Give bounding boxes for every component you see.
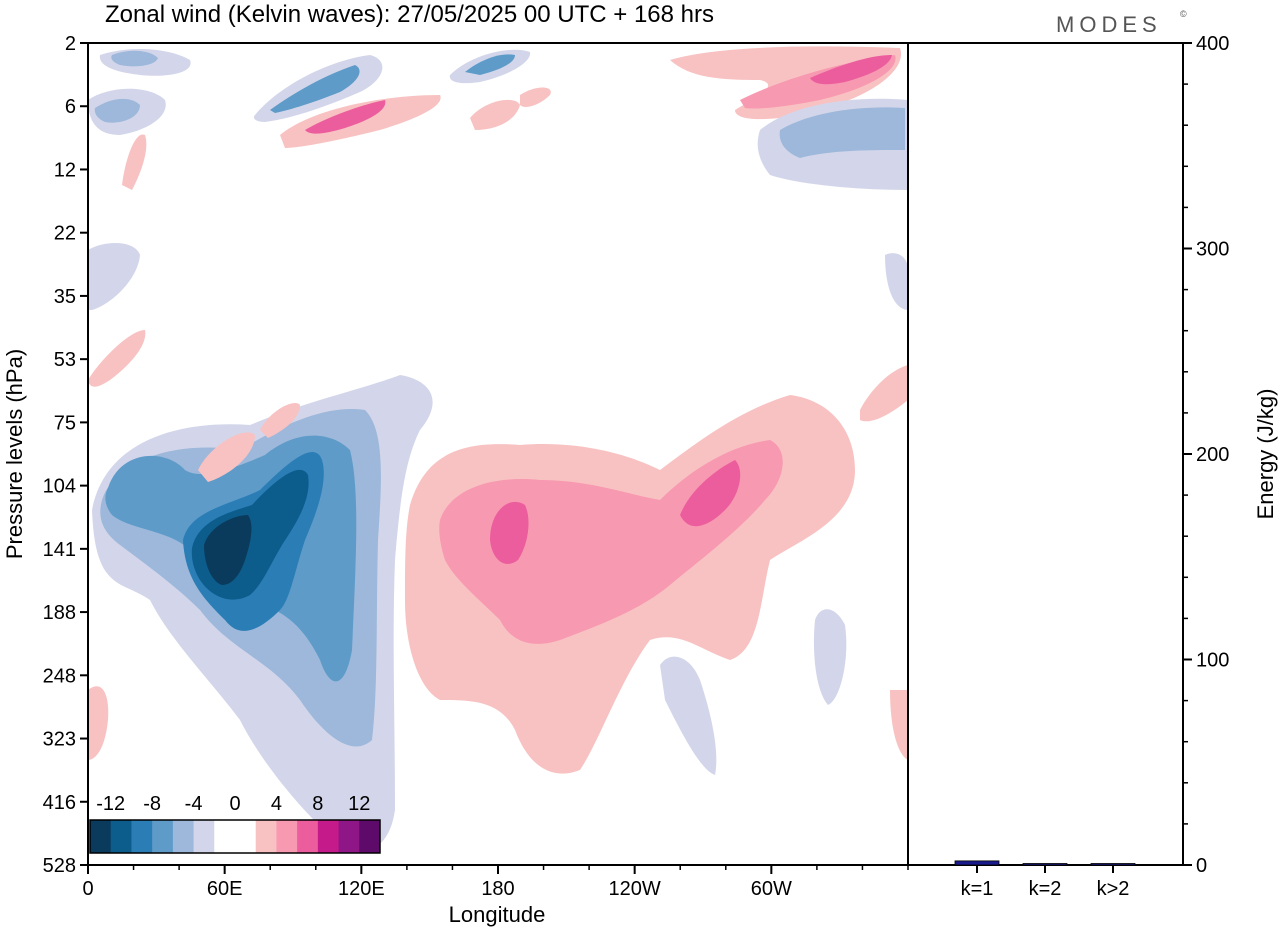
colorbar-swatch — [297, 820, 319, 853]
y-tick-label: 75 — [54, 412, 76, 434]
upper-easterly-band-east-core — [779, 107, 905, 158]
upper-easterly-band-west-core — [94, 98, 140, 123]
colorbar-frame — [89, 819, 381, 854]
y-axis-pressure: 2 6 12 22 35 53 75 104 141 188 248 323 416 528 — [43, 33, 88, 877]
y-tick-label: 12 — [54, 159, 76, 181]
colorbar: -12 -8 -4 0 4 8 12 — [89, 793, 381, 854]
westerly-spot-upper-right-a — [470, 99, 520, 130]
colorbar-tick-label: -12 — [96, 793, 125, 815]
y-tick-label: 416 — [43, 792, 76, 814]
westerly-spot-left-upper — [122, 134, 147, 190]
brand-logo: MODES — [1056, 12, 1162, 37]
westerly-spot-right-edge — [860, 365, 908, 422]
energy-tick-label: 100 — [1196, 650, 1229, 672]
x-axis-longitude: 0 60E 120E 180 120W 60W — [82, 865, 909, 900]
colorbar-swatch — [338, 820, 360, 853]
westerly-spot-right-low — [890, 690, 908, 760]
westerly-spot-upper-right-b — [520, 87, 551, 107]
energy-panel-frame — [907, 42, 1184, 866]
energy-tick-label: 400 — [1196, 33, 1229, 55]
easterly-spot-right-low-b — [660, 656, 717, 775]
westerly-region-strong-east — [490, 501, 529, 564]
easterly-spot-upper-far-right — [885, 253, 908, 310]
y-tick-label: 22 — [54, 223, 76, 245]
colorbar-swatch — [172, 820, 195, 853]
colorbar-swatch — [131, 820, 153, 853]
energy-tick-label: 300 — [1196, 239, 1229, 261]
x-axis-label: Longitude — [449, 902, 546, 927]
x-tick-label: 60W — [751, 878, 792, 900]
easterly-spot-left-mid — [88, 243, 140, 310]
x-tick-label: 180 — [481, 878, 514, 900]
colorbar-swatch — [317, 820, 340, 853]
colorbar-swatch — [235, 820, 257, 853]
energy-bars: k=1 k=2 k>2 — [954, 860, 1136, 900]
chart-title: Zonal wind (Kelvin waves): 27/05/2025 00… — [105, 1, 714, 28]
energy-bar — [1022, 863, 1068, 866]
upper-easterly-band-right-core — [465, 54, 515, 75]
energy-bar — [954, 860, 1000, 866]
energy-y-axis: 0 100 200 300 400 — [1183, 33, 1229, 877]
energy-bar — [1090, 863, 1136, 866]
y-tick-label: 104 — [43, 476, 76, 498]
brand-mark: © — [1180, 9, 1187, 19]
colorbar-tick-label: 8 — [312, 793, 323, 815]
westerly-spot-75hpa-a — [198, 432, 255, 482]
y-tick-label: 53 — [54, 349, 76, 371]
y-tick-label: 528 — [43, 855, 76, 877]
upper-easterly-band-central-core — [270, 65, 360, 113]
colorbar-tick-label: -4 — [185, 793, 203, 815]
contour-field — [88, 46, 908, 851]
x-tick-label: 120E — [338, 878, 385, 900]
y-tick-label: 6 — [65, 96, 76, 118]
y-tick-label: 248 — [43, 665, 76, 687]
y-tick-label: 2 — [65, 33, 76, 55]
upper-westerly-band-central-core — [305, 100, 386, 134]
colorbar-swatch — [152, 820, 174, 853]
energy-category-label: k=1 — [961, 878, 994, 900]
colorbar-tick-label: 4 — [271, 793, 282, 815]
x-tick-label: 60E — [207, 878, 243, 900]
y-tick-label: 188 — [43, 602, 76, 624]
colorbar-swatch — [276, 820, 298, 853]
colorbar-swatch — [255, 820, 277, 853]
colorbar-tick-label: 0 — [229, 793, 240, 815]
colorbar-swatch — [90, 820, 112, 853]
colorbar-swatch — [214, 820, 236, 853]
y-axis-label: Pressure levels (hPa) — [2, 349, 27, 559]
colorbar-tick-label: 12 — [348, 793, 370, 815]
energy-category-label: k=2 — [1029, 878, 1062, 900]
x-tick-label: 0 — [82, 878, 93, 900]
upper-easterly-band-top-left-core — [111, 50, 158, 67]
westerly-spot-left-low — [88, 686, 109, 760]
energy-tick-label: 0 — [1196, 855, 1207, 877]
energy-axis-label: Energy (J/kg) — [1253, 389, 1278, 520]
upper-westerly-band-east-peak — [810, 55, 892, 85]
energy-category-label: k>2 — [1097, 878, 1130, 900]
colorbar-swatch — [110, 820, 132, 853]
westerly-region-strong-west — [680, 460, 741, 527]
colorbar-tick-label: -8 — [143, 793, 161, 815]
colorbar-swatch — [359, 820, 381, 853]
y-tick-label: 323 — [43, 729, 76, 751]
x-tick-label: 120W — [609, 878, 661, 900]
energy-tick-label: 200 — [1196, 444, 1229, 466]
westerly-spot-left-mid — [88, 330, 146, 387]
y-tick-label: 141 — [43, 539, 76, 561]
colorbar-swatch — [193, 820, 215, 853]
westerly-spot-75hpa-b — [260, 402, 300, 438]
easterly-region-max — [204, 515, 252, 585]
easterly-spot-right-low — [813, 609, 847, 705]
y-tick-label: 35 — [54, 286, 76, 308]
